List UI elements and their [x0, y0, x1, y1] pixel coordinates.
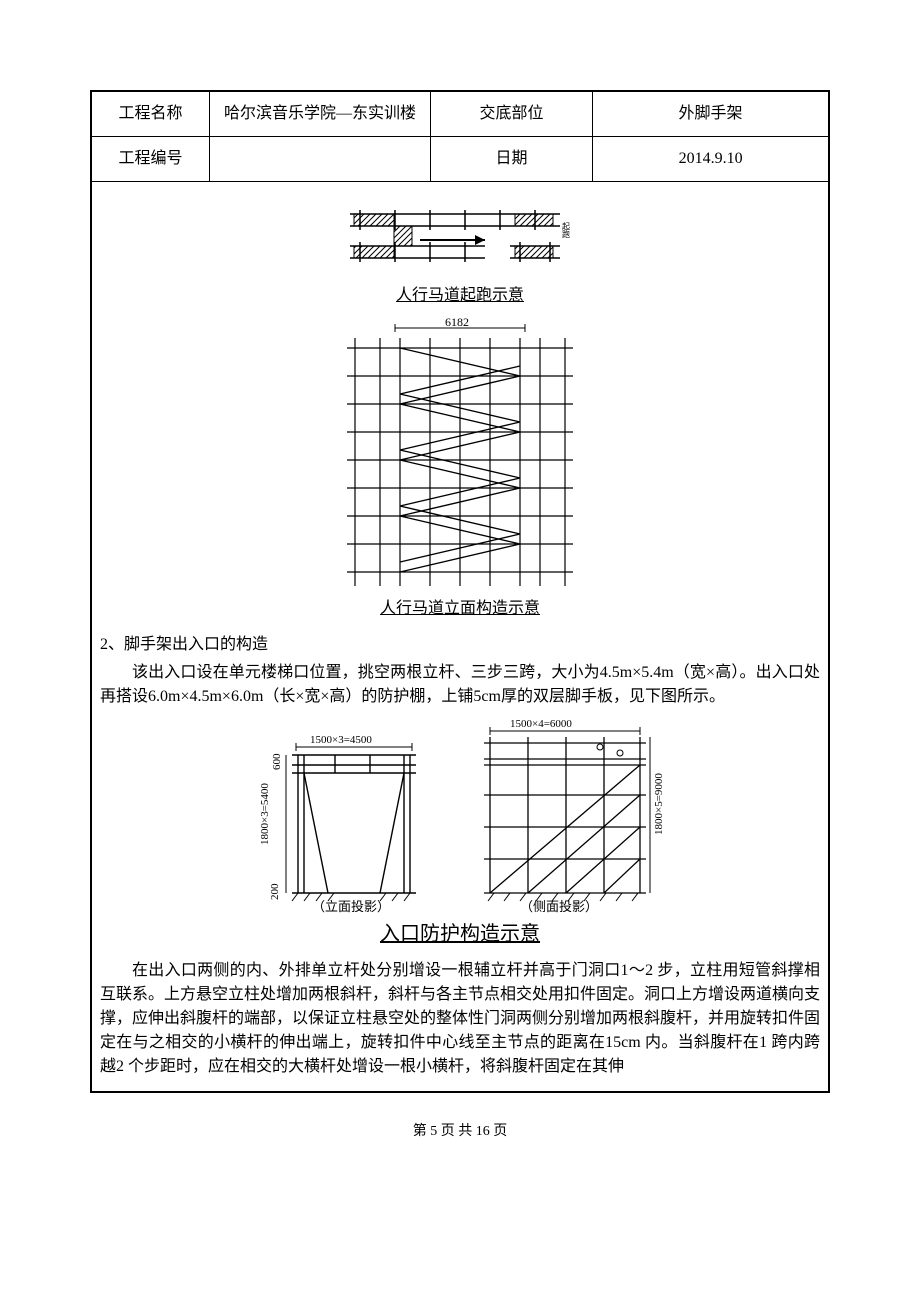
document-frame: 工程名称 哈尔滨音乐学院—东实训楼 交底部位 外脚手架 工程编号 日期 2014… — [90, 90, 830, 1093]
cell-date-value: 2014.9.10 — [593, 137, 829, 182]
cell-location-label: 交底部位 — [431, 92, 593, 137]
diagram1-caption: 人行马道起跑示意 — [100, 284, 820, 308]
svg-text:（侧面投影）: （侧面投影） — [520, 899, 598, 914]
svg-text:1800×3=5400: 1800×3=5400 — [259, 783, 271, 845]
header-row-2: 工程编号 日期 2014.9.10 — [92, 137, 829, 182]
cell-date-label: 日期 — [431, 137, 593, 182]
cell-project-no-label: 工程编号 — [92, 137, 210, 182]
svg-text:（立面投影）: （立面投影） — [312, 899, 390, 914]
section2-para1: 该出入口设在单元楼梯口位置，挑空两根立杆、三步三跨，大小为4.5m×5.4m（宽… — [100, 661, 820, 709]
diagram-ramp-start: 起跑 — [100, 202, 820, 280]
diagram2-caption: 人行马道立面构造示意 — [100, 597, 820, 621]
footer-suffix: 页 — [493, 1124, 507, 1139]
svg-text:1500×4=6000: 1500×4=6000 — [510, 718, 572, 730]
footer-total: 16 — [476, 1124, 490, 1139]
cell-project-name-value: 哈尔滨音乐学院—东实训楼 — [209, 92, 430, 137]
footer-page: 5 — [430, 1124, 437, 1139]
svg-text:1800×5=9000: 1800×5=9000 — [653, 773, 665, 835]
diagram2-top-dim: 6182 — [445, 318, 469, 329]
svg-text:200: 200 — [269, 883, 281, 900]
diagram-entrance-protection: 1500×3=4500 1800×3=5400 600 200 — [100, 715, 820, 915]
diagram-ramp-elevation: 6182 — [100, 318, 820, 593]
footer-prefix: 第 — [413, 1124, 427, 1139]
footer-mid: 页 共 — [441, 1124, 473, 1139]
page-footer: 第 5 页 共 16 页 — [90, 1121, 830, 1142]
section2-heading: 2、脚手架出入口的构造 — [100, 633, 820, 657]
svg-text:1500×3=4500: 1500×3=4500 — [310, 734, 372, 746]
cell-location-value: 外脚手架 — [593, 92, 829, 137]
svg-text:600: 600 — [271, 753, 283, 770]
header-row-1: 工程名称 哈尔滨音乐学院—东实训楼 交底部位 外脚手架 — [92, 92, 829, 137]
cell-project-name-label: 工程名称 — [92, 92, 210, 137]
header-table: 工程名称 哈尔滨音乐学院—东实训楼 交底部位 外脚手架 工程编号 日期 2014… — [91, 91, 829, 1092]
diagram1-side-label: 起跑 — [562, 222, 571, 238]
cell-project-no-value — [209, 137, 430, 182]
bottom-paragraph: 在出入口两侧的内、外排单立杆处分别增设一根辅立杆并高于门洞口1～2 步，立柱用短… — [100, 959, 820, 1079]
diagram3-caption: 入口防护构造示意 — [100, 919, 820, 949]
